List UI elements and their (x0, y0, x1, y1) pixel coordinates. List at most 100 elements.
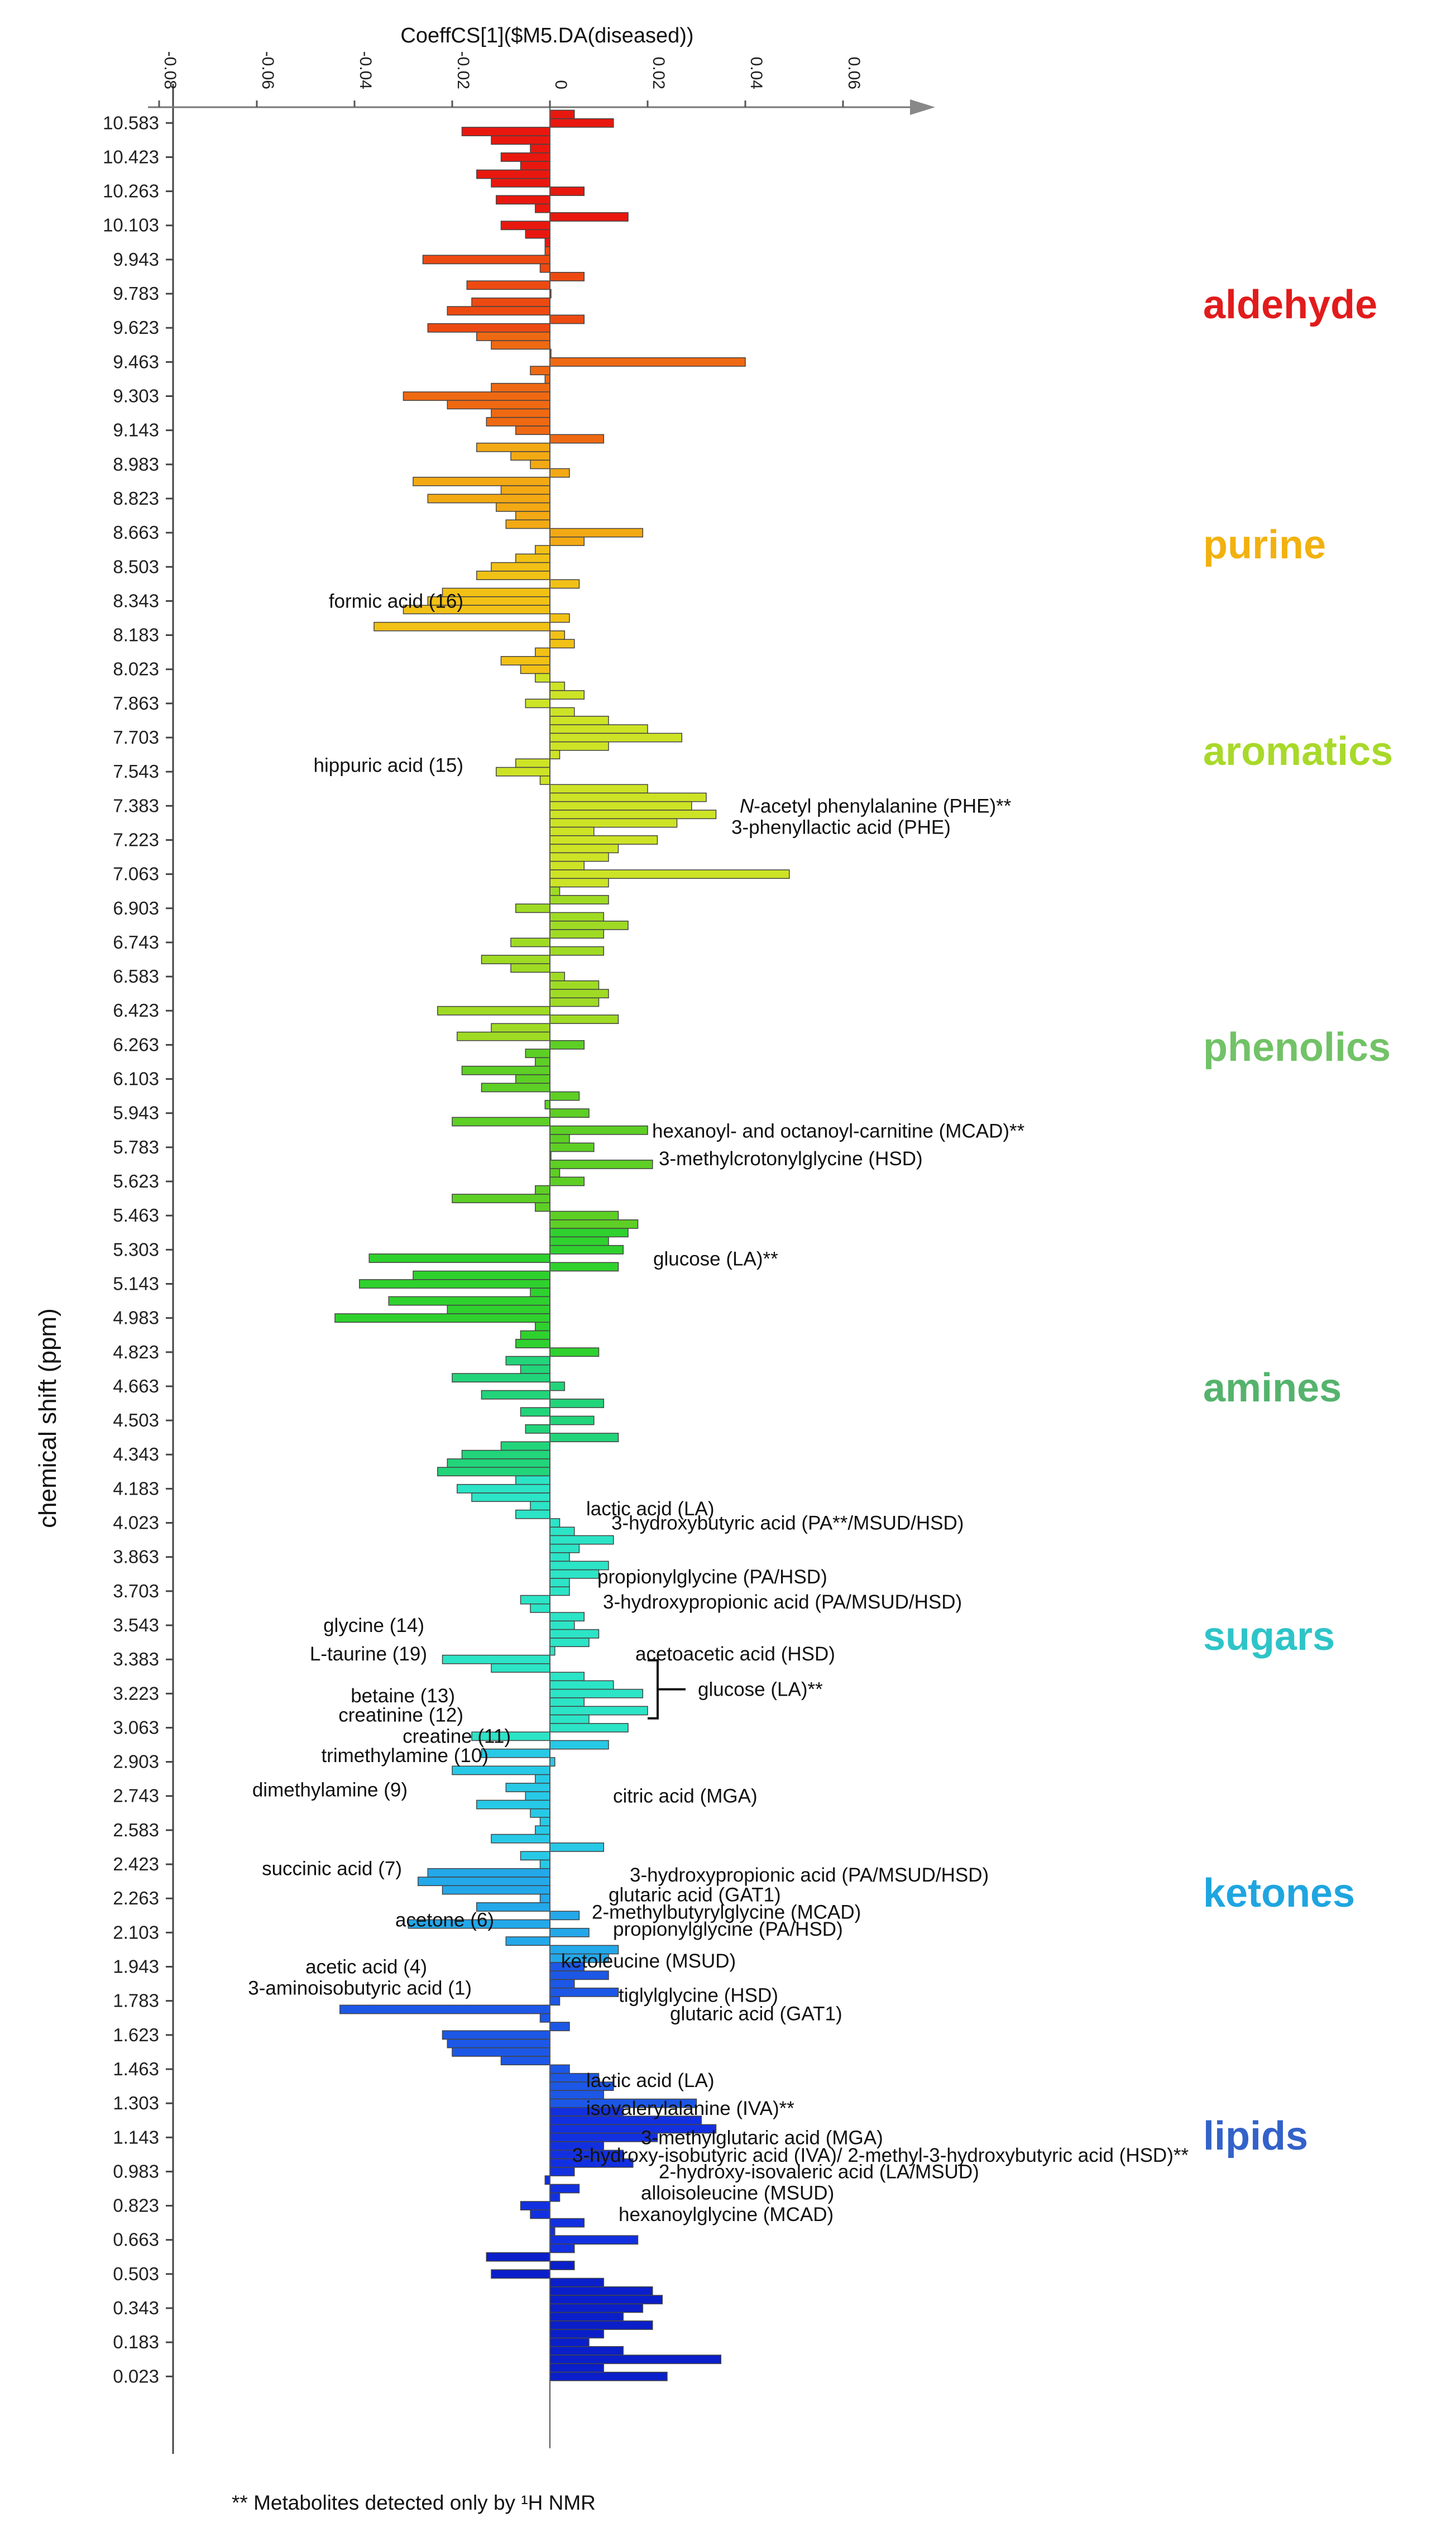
bar (539, 2013, 550, 2023)
annotation-right: hexanoyl- and octanoyl-carnitine (MCAD)*… (652, 1120, 1025, 1142)
bar (447, 400, 550, 410)
bar (549, 639, 575, 649)
y-tick-label: 0.183 (113, 2332, 159, 2352)
bar (491, 2269, 550, 2279)
bar (549, 1927, 590, 1937)
annotation-right: 3-hydroxy-isobutyric acid (IVA)/ 2-methy… (572, 2145, 1189, 2166)
bar (530, 1603, 550, 1613)
y-tick-label: 2.423 (113, 1854, 159, 1874)
annotation-left: trimethylamine (10) (321, 1745, 488, 1767)
bar (442, 1654, 550, 1664)
bar (549, 1638, 590, 1647)
annotation-right: 3-hydroxypropionic acid (PA/MSUD/HSD) (603, 1591, 962, 1613)
bar (525, 1049, 550, 1059)
bar (549, 852, 609, 862)
y-tick-label: 10.583 (103, 112, 159, 133)
bar (437, 1467, 550, 1477)
annotation-left: betaine (13) (351, 1685, 455, 1707)
bar (549, 2192, 561, 2202)
bar (549, 2218, 585, 2228)
y-tick-label: 8.823 (113, 488, 159, 509)
bar (413, 476, 550, 486)
region-labels: aldehyde purine aromatics phenolics amines su… (1203, 283, 1393, 2159)
y-tick-label: 10.263 (103, 181, 159, 202)
bar (549, 1552, 570, 1562)
bar (520, 2201, 550, 2210)
annotation-right: lactic acid (LA) (586, 2070, 715, 2092)
bar (539, 1817, 550, 1826)
bar (549, 579, 580, 589)
bar (549, 1996, 561, 2006)
bar (481, 1748, 550, 1758)
bar (549, 844, 619, 854)
bar (530, 143, 550, 154)
y-tick-label: 1.463 (113, 2059, 159, 2079)
bar (549, 1526, 575, 1537)
x-axis-title: CoeffCS[1]($M5.DA(diseased)) (400, 24, 693, 47)
bar (520, 1364, 550, 1374)
annotation-left: formic acid (16) (329, 590, 463, 612)
annotation-right: tiglylglycine (HSD) (619, 1984, 778, 2006)
y-tick-label: 9.783 (113, 283, 159, 304)
bar (427, 323, 550, 333)
bar (418, 1877, 550, 1887)
bar (530, 366, 550, 376)
y-tick-label: 6.583 (113, 966, 159, 987)
bar (510, 937, 550, 947)
annotation-right: N-acetyl phenylalanine (PHE)** (740, 795, 1012, 817)
bar (500, 485, 550, 495)
bar (549, 792, 707, 802)
y-tick-label: 9.143 (113, 420, 159, 441)
y-axis-title: chemical shift (ppm) (34, 1308, 61, 1528)
bar (549, 716, 609, 725)
bar (457, 1483, 550, 1494)
y-tick-label: 4.983 (113, 1308, 159, 1328)
bar (549, 1620, 575, 1630)
bar (515, 425, 550, 435)
bar (544, 374, 550, 384)
region-label-aromatics: aromatics (1203, 729, 1393, 774)
bar (515, 903, 550, 913)
y-tick-label: 1.623 (113, 2025, 159, 2045)
annotation-left: succinic acid (7) (262, 1858, 402, 1880)
region-label-lipids: lipids (1203, 2114, 1308, 2159)
bar (549, 1672, 585, 1682)
bar (549, 2277, 605, 2287)
annotation-left: dimethylamine (9) (252, 1779, 408, 1801)
bar (510, 963, 550, 973)
bar (496, 502, 550, 512)
bar (520, 1407, 550, 1417)
bar (549, 1543, 580, 1553)
bar (471, 297, 550, 307)
bar (486, 2252, 550, 2262)
bar (452, 1194, 550, 1203)
bar (549, 1586, 570, 1596)
bar (549, 989, 609, 999)
bar (549, 997, 600, 1007)
y-tick-label: 4.823 (113, 1342, 159, 1362)
annotation-right: glucose (LA)** (653, 1248, 778, 1270)
bar (549, 1987, 619, 1997)
bar (549, 886, 561, 896)
bar (535, 1774, 550, 1784)
bar (549, 1535, 614, 1545)
y-tick-label: 0.503 (113, 2263, 159, 2284)
bar (461, 1449, 550, 1459)
y-tick-label: 6.743 (113, 932, 159, 953)
bar (500, 1441, 550, 1451)
bar (481, 1390, 550, 1400)
annotation-right: 3-hydroxypropionic acid (PA/MSUD/HSD) (630, 1864, 989, 1886)
bar (491, 562, 550, 572)
bar (549, 1842, 605, 1852)
y-tick-label: 4.183 (113, 1478, 159, 1499)
bar (549, 186, 585, 196)
bar (466, 280, 550, 290)
bar (549, 1688, 644, 1698)
bar (535, 203, 550, 213)
y-tick-label: 3.223 (113, 1683, 159, 1703)
bar (549, 118, 614, 128)
annotation-left: glycine (14) (323, 1615, 424, 1636)
annotation-right: glucose (LA)** (698, 1679, 823, 1701)
bar (549, 1245, 624, 1255)
bar (544, 1100, 550, 1109)
